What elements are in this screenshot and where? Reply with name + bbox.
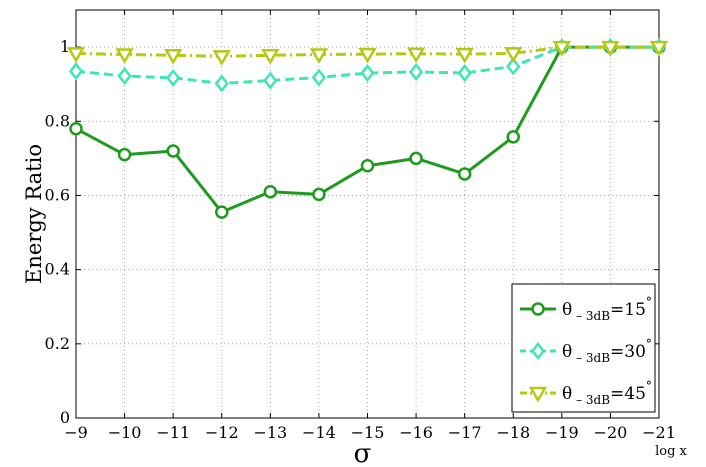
data-point bbox=[117, 66, 132, 86]
legend-marker bbox=[530, 341, 546, 361]
data-point bbox=[163, 49, 183, 65]
data-point bbox=[649, 40, 669, 57]
data-point bbox=[261, 49, 280, 65]
data-point bbox=[212, 50, 231, 66]
data-point bbox=[455, 47, 474, 64]
legend-entry: θ – 3dB=45° bbox=[520, 379, 652, 407]
data-point bbox=[312, 187, 326, 202]
y-tick-label: 1 bbox=[60, 37, 70, 56]
legend-entry: θ – 3dB=30° bbox=[520, 337, 652, 365]
data-point bbox=[215, 205, 229, 219]
x-tick-label: −15 bbox=[351, 423, 385, 442]
data-point bbox=[263, 184, 278, 199]
data-point bbox=[66, 47, 86, 63]
x-tick-label: −21 bbox=[642, 423, 676, 442]
legend-label: θ – 3dB=30° bbox=[562, 337, 652, 365]
x-tick-label: −14 bbox=[302, 423, 336, 442]
y-tick-label: 0.8 bbox=[45, 111, 70, 130]
series-3 bbox=[66, 40, 669, 66]
data-point bbox=[409, 151, 423, 166]
x-tick-label: −18 bbox=[496, 423, 530, 442]
data-point bbox=[69, 121, 83, 136]
data-point bbox=[166, 68, 181, 87]
data-point bbox=[115, 48, 134, 64]
y-tick-label: 0 bbox=[60, 408, 70, 427]
axis-ticks bbox=[75, 10, 660, 419]
data-point bbox=[166, 144, 180, 158]
legend-label: θ – 3dB=45° bbox=[562, 379, 652, 407]
data-point bbox=[504, 47, 523, 63]
data-point bbox=[358, 47, 377, 64]
data-point bbox=[552, 40, 572, 57]
data-point bbox=[506, 57, 521, 76]
data-point bbox=[457, 167, 472, 181]
y-tick-label: 0.6 bbox=[45, 185, 70, 204]
tick-labels: −9 −10 −11 −12 −13 −14 −15 −16 −17 −18 −19 −20 −21 0 0… bbox=[45, 37, 676, 442]
x-tick-label: −12 bbox=[205, 423, 239, 442]
legend-label: θ – 3dB=15° bbox=[562, 295, 652, 323]
x-axis-label: σ bbox=[354, 439, 372, 467]
y-axis-label: Energy Ratio bbox=[22, 144, 46, 284]
y-tick-label: 0.4 bbox=[45, 260, 70, 279]
data-point bbox=[601, 40, 620, 57]
x-tick-label: −17 bbox=[448, 423, 482, 442]
data-point bbox=[68, 62, 84, 81]
x-tick-label: −10 bbox=[108, 423, 142, 442]
data-point bbox=[263, 71, 278, 90]
x-tick-label: −20 bbox=[594, 423, 628, 442]
x-tick-label: −19 bbox=[545, 423, 579, 442]
x-tick-label: −9 bbox=[64, 423, 88, 442]
data-point bbox=[214, 74, 229, 93]
x-tick-label: −11 bbox=[156, 423, 190, 442]
x-axis-scale-note: log x bbox=[655, 444, 687, 459]
data-point bbox=[311, 68, 327, 87]
y-tick-label: 0.2 bbox=[45, 334, 70, 353]
x-tick-label: −13 bbox=[253, 423, 287, 442]
data-point bbox=[408, 62, 424, 81]
series-layer bbox=[66, 38, 669, 219]
data-point bbox=[309, 48, 329, 64]
data-point bbox=[360, 64, 375, 83]
x-tick-label: −16 bbox=[399, 423, 433, 442]
data-point bbox=[457, 64, 472, 83]
data-point bbox=[506, 130, 520, 144]
data-point bbox=[117, 147, 132, 162]
data-point bbox=[360, 159, 375, 173]
legend-entry: θ – 3dB=15° bbox=[520, 295, 652, 323]
legend-marker bbox=[531, 302, 545, 316]
legend: θ – 3dB=15° θ – 3dB=30° θ – 3dB=45° bbox=[511, 283, 656, 413]
data-point bbox=[406, 47, 426, 64]
legend-marker bbox=[528, 386, 548, 403]
